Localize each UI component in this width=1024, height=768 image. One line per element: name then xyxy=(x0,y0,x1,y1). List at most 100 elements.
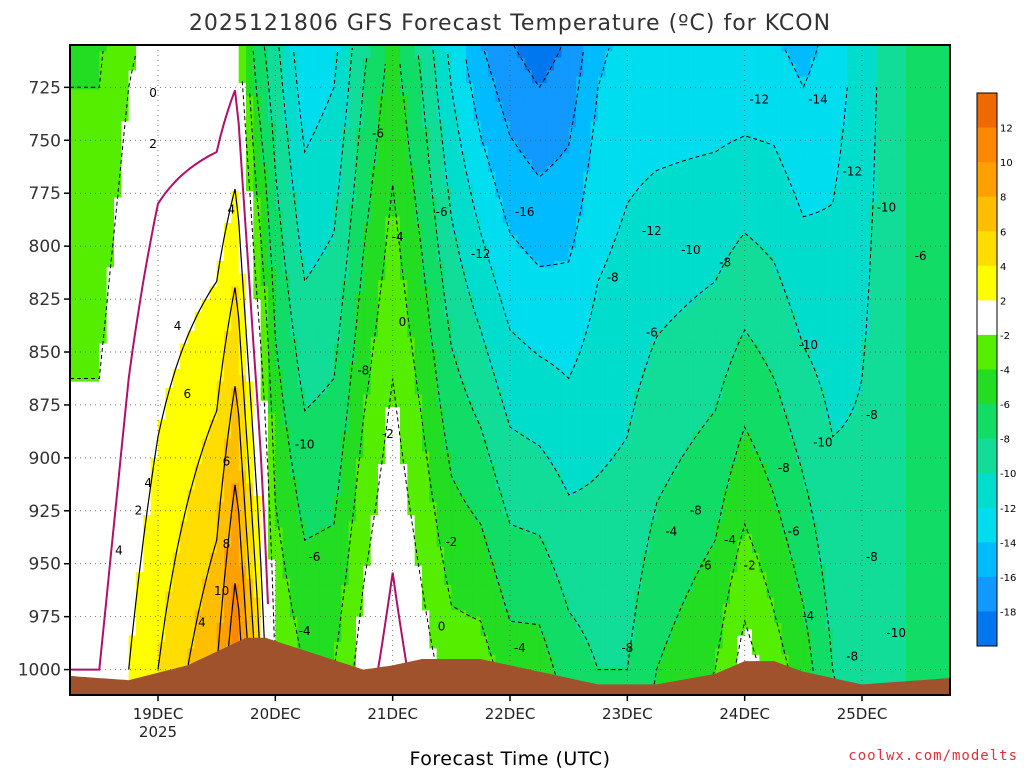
field-cell xyxy=(172,133,181,141)
field-cell xyxy=(334,591,342,599)
field-cell xyxy=(385,476,394,484)
field-cell xyxy=(238,534,247,542)
field-cell xyxy=(165,241,174,249)
field-cell xyxy=(180,191,188,199)
field-cell xyxy=(224,438,232,446)
field-cell xyxy=(319,330,328,338)
field-cell xyxy=(282,337,291,345)
field-cell xyxy=(290,70,298,78)
field-cell xyxy=(363,311,372,319)
field-cell xyxy=(378,241,386,249)
field-cell xyxy=(70,140,78,148)
field-cell xyxy=(158,121,166,129)
field-cell xyxy=(363,89,372,97)
field-cell xyxy=(304,184,313,192)
field-cell xyxy=(150,191,159,199)
field-cell xyxy=(378,661,386,669)
field-cell xyxy=(260,216,269,224)
field-cell xyxy=(400,546,408,554)
field-cell xyxy=(172,222,181,230)
field-cell xyxy=(114,413,122,421)
field-cell xyxy=(275,260,284,268)
field-cell xyxy=(180,83,188,91)
field-cell xyxy=(422,222,430,230)
field-cell xyxy=(334,616,342,624)
field-cell xyxy=(202,197,210,205)
field-cell xyxy=(216,337,225,345)
field-cell xyxy=(231,610,240,618)
field-cell xyxy=(172,286,181,294)
field-cell xyxy=(385,165,394,173)
field-cell xyxy=(385,559,394,567)
field-cell xyxy=(319,464,328,472)
field-cell xyxy=(165,438,174,446)
field-cell xyxy=(407,603,416,611)
field-cell xyxy=(92,572,100,580)
field-cell xyxy=(187,165,196,173)
field-cell xyxy=(216,64,225,72)
field-cell xyxy=(312,502,320,510)
field-cell xyxy=(209,229,218,237)
field-cell xyxy=(136,229,144,237)
field-cell xyxy=(172,368,181,376)
field-cell xyxy=(158,311,166,319)
field-cell xyxy=(158,438,166,446)
field-cell xyxy=(216,229,225,237)
field-cell xyxy=(312,292,320,300)
field-cell xyxy=(136,400,144,408)
field-cell xyxy=(128,45,137,52)
field-cell xyxy=(370,502,379,510)
field-cell xyxy=(202,76,210,84)
field-cell xyxy=(150,495,159,503)
field-cell xyxy=(194,438,203,446)
field-cell xyxy=(143,559,152,567)
field-cell xyxy=(275,623,284,630)
field-cell xyxy=(326,210,335,218)
field-cell xyxy=(385,280,394,287)
field-cell xyxy=(392,267,401,275)
field-cell xyxy=(194,76,203,84)
field-cell xyxy=(187,286,196,294)
field-cell xyxy=(275,70,284,78)
field-cell xyxy=(268,51,276,59)
field-cell xyxy=(121,330,130,338)
field-cell xyxy=(422,299,430,307)
field-cell xyxy=(143,330,152,338)
field-cell xyxy=(165,172,174,179)
field-cell xyxy=(180,388,188,395)
field-cell xyxy=(114,597,122,605)
field-cell xyxy=(165,299,174,307)
field-cell xyxy=(268,45,276,52)
field-cell xyxy=(275,57,284,65)
field-cell xyxy=(304,127,313,135)
field-cell xyxy=(275,521,284,529)
field-cell xyxy=(224,629,232,637)
field-cell xyxy=(253,260,262,268)
field-cell xyxy=(304,375,313,383)
field-cell xyxy=(297,559,306,567)
field-cell xyxy=(334,464,342,472)
field-cell xyxy=(106,578,115,586)
field-cell xyxy=(290,432,298,440)
field-cell xyxy=(414,311,423,319)
field-cell xyxy=(121,616,130,624)
field-cell xyxy=(414,280,423,287)
field-cell xyxy=(216,273,225,281)
field-cell xyxy=(253,184,262,192)
field-cell xyxy=(260,502,269,510)
field-cell xyxy=(356,203,364,211)
field-cell xyxy=(363,305,372,313)
field-cell xyxy=(414,438,423,446)
field-cell xyxy=(92,273,100,281)
field-cell xyxy=(370,318,379,326)
field-cell xyxy=(114,400,122,408)
field-cell xyxy=(253,127,262,135)
field-cell xyxy=(84,311,93,319)
field-cell xyxy=(172,337,181,345)
field-cell xyxy=(268,127,276,135)
field-cell xyxy=(414,184,423,192)
field-cell xyxy=(253,210,262,218)
field-cell xyxy=(312,146,320,154)
field-cell xyxy=(275,400,284,408)
field-cell xyxy=(282,114,291,122)
